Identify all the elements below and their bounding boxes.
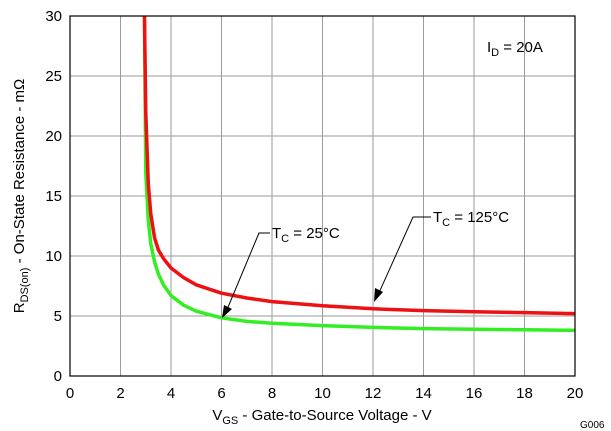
x-tick-label-1: 2 (116, 385, 124, 402)
y-tick-label-0: 0 (54, 368, 62, 385)
y-tick-label-4: 20 (45, 128, 62, 145)
figure-id: G006 (580, 420, 605, 431)
y-tick-label-6: 30 (45, 8, 62, 25)
y-tick-label-3: 15 (45, 188, 62, 205)
x-tick-label-4: 8 (268, 385, 276, 402)
x-tick-label-2: 4 (167, 385, 175, 402)
series-label-25c: TC = 25°C (272, 225, 340, 245)
y-tick-labels: 0 5 10 15 20 25 30 (45, 8, 62, 385)
arrow-125c-leader (377, 216, 431, 296)
x-tick-labels: 0 2 4 6 8 10 12 14 16 18 20 (66, 385, 584, 402)
y-tick-label-2: 10 (45, 248, 62, 265)
x-tick-label-9: 18 (516, 385, 533, 402)
x-tick-label-5: 10 (314, 385, 331, 402)
x-tick-label-6: 12 (365, 385, 382, 402)
y-tick-label-1: 5 (54, 308, 62, 325)
annotations: ID = 20A TC = 25°C TC = 125°C (222, 39, 543, 318)
arrow-25c-head (222, 305, 232, 318)
arrow-125c-head (374, 288, 383, 302)
y-axis-label: RDS(on) - On-State Resistance - mΩ (11, 79, 31, 313)
arrow-25c-leader (225, 232, 270, 313)
x-tick-label-10: 20 (567, 385, 584, 402)
x-tick-label-7: 14 (415, 385, 432, 402)
x-tick-label-3: 6 (217, 385, 225, 402)
series-lines (142, 15, 576, 333)
x-axis-label: VGS - Gate-to-Source Voltage - V (212, 407, 431, 427)
plot-frame (69, 15, 576, 377)
series-line-0 (142, 15, 576, 333)
x-tick-label-8: 16 (466, 385, 483, 402)
series-label-125c: TC = 125°C (433, 209, 509, 229)
y-tick-label-5: 25 (45, 68, 62, 85)
x-tick-label-0: 0 (66, 385, 74, 402)
series-line-1 (142, 15, 576, 316)
condition-label: ID = 20A (487, 39, 543, 59)
